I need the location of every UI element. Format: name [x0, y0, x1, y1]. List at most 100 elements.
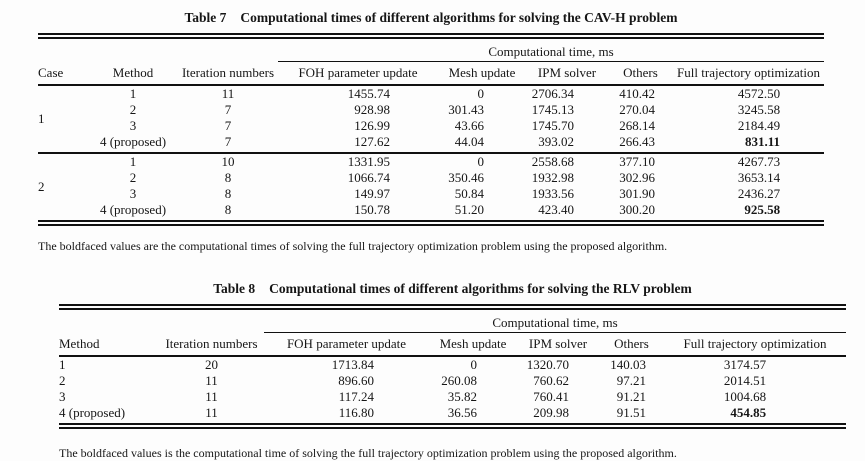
cell-others: 91.21: [616, 389, 646, 404]
cell-ipm: 2558.68: [531, 154, 574, 169]
cell-full: 3174.57: [723, 357, 767, 372]
cell-method: 2: [129, 102, 137, 117]
table7-section: Table 7 Computational times of different …: [38, 10, 825, 254]
cell-iterations: 7: [224, 118, 232, 133]
table-row: 2 11 896.60 260.08 760.62 97.21 2014.51: [59, 373, 846, 389]
table-row: 2 1 10 1331.95 0 2558.68 377.10 4267.73: [38, 153, 824, 194]
cell-full: 454.85: [730, 405, 767, 420]
column-header: Full trajectory optimization: [673, 61, 825, 86]
case-cell: 1: [38, 111, 45, 126]
cell-foh: 150.78: [354, 202, 390, 217]
cell-foh: 127.62: [354, 134, 390, 149]
cell-iterations: 7: [224, 134, 232, 149]
cell-iterations: 7: [224, 102, 232, 117]
column-header-row: Case Method Iteration numbers FOH parameter…: [38, 61, 825, 86]
cell-foh: 1331.95: [347, 154, 390, 169]
cell-full: 1004.68: [723, 389, 767, 404]
cell-mesh: 51.20: [454, 202, 484, 217]
cell-iterations: 20: [205, 357, 218, 372]
cell-foh: 1713.84: [331, 357, 374, 372]
case-group: 1 1 11 1455.74 0 2706.34 410.42 4572.50 2 7 928.98…: [38, 85, 825, 153]
cell-foh: 117.24: [338, 389, 374, 404]
cell-ipm: 760.62: [533, 373, 569, 388]
cell-ipm: 1933.56: [531, 186, 574, 201]
column-header-row: Method Iteration numbers FOH parameter upd…: [59, 332, 847, 357]
cell-full: 925.58: [744, 202, 781, 217]
column-header: FOH parameter update: [278, 61, 438, 86]
cell-iterations: 8: [224, 170, 232, 185]
table-row: 4 (proposed) 7 127.62 44.04 393.02 266.43 831.…: [38, 134, 824, 153]
cell-others: 140.03: [610, 357, 646, 372]
cell-full: 3245.58: [737, 102, 781, 117]
cell-method: 3: [59, 389, 66, 404]
column-header: Full trajectory optimization: [664, 332, 847, 357]
cell-mesh: 260.08: [441, 373, 477, 388]
cell-mesh: 36.56: [447, 405, 477, 420]
table8-title: Computational times of different algorit…: [269, 281, 692, 296]
table-row: 1 20 1713.84 0 1320.70 140.03 3174.57: [59, 356, 846, 373]
cell-iterations: 8: [224, 202, 232, 217]
cell-method: 4 (proposed): [59, 405, 126, 420]
cell-others: 302.96: [619, 170, 655, 185]
column-header: Others: [599, 332, 664, 357]
table8-footnote: The boldfaced values is the computationa…: [59, 446, 677, 460]
cell-others: 410.42: [619, 86, 655, 101]
table8-top-rule: [59, 304, 846, 310]
table7-label: Table 7: [184, 10, 227, 25]
cell-ipm: 1745.13: [531, 102, 574, 117]
column-header: FOH parameter update: [264, 332, 429, 357]
cell-iterations: 10: [221, 154, 235, 169]
table-row: 4 (proposed) 8 150.78 51.20 423.40 300.20 925.…: [38, 202, 824, 220]
cell-mesh: 35.82: [447, 389, 477, 404]
table8-bottom-rule: [59, 423, 846, 429]
cell-iterations: 11: [205, 389, 218, 404]
cell-full: 4267.73: [737, 154, 781, 169]
table-row: 3 7 126.99 43.66 1745.70 268.14 2184.49: [38, 118, 824, 134]
table7: Computational time, ms Case Method Iteratio…: [38, 39, 825, 220]
table7-caption: Table 7 Computational times of different …: [38, 10, 824, 26]
cell-ipm: 1745.70: [531, 118, 574, 133]
cell-method: 4 (proposed): [99, 134, 167, 149]
cell-ipm: 1932.98: [531, 170, 574, 185]
case-cell: 2: [38, 179, 45, 194]
table-row: 3 8 149.97 50.84 1933.56 301.90 2436.27: [38, 186, 824, 202]
cell-others: 270.04: [619, 102, 655, 117]
table7-title: Computational times of different algorit…: [240, 10, 678, 25]
cell-others: 97.21: [616, 373, 646, 388]
cell-method: 2: [59, 373, 66, 388]
cell-full: 2184.49: [737, 118, 781, 133]
cell-foh: 149.97: [354, 186, 390, 201]
table7-bottom-rule: [38, 220, 824, 226]
cell-mesh: 0: [477, 154, 485, 169]
table8-section: Table 8 Computational times of different …: [59, 281, 847, 461]
cell-mesh: 301.43: [448, 102, 484, 117]
column-header: Method: [88, 61, 178, 86]
span-header-row: Computational time, ms: [38, 39, 825, 62]
table8-caption: Table 8 Computational times of different …: [59, 281, 846, 297]
table7-top-rule: [38, 33, 824, 39]
column-header: Iteration numbers: [178, 61, 278, 86]
cell-method: 3: [129, 118, 137, 133]
cell-foh: 1455.74: [347, 86, 390, 101]
column-header: IPM solver: [517, 332, 599, 357]
cell-method: 4 (proposed): [99, 202, 167, 217]
table8-label: Table 8: [213, 281, 256, 296]
cell-method: 2: [129, 170, 137, 185]
cell-ipm: 423.40: [538, 202, 574, 217]
span-header-row: Computational time, ms: [59, 310, 847, 333]
cell-mesh: 0: [477, 86, 485, 101]
cell-others: 377.10: [619, 154, 655, 169]
column-header: IPM solver: [526, 61, 608, 86]
cell-method: 1: [129, 86, 137, 101]
cell-others: 301.90: [619, 186, 655, 201]
span-pad: [38, 39, 278, 62]
cell-full: 2436.27: [737, 186, 781, 201]
column-header: Mesh update: [429, 332, 517, 357]
cell-ipm: 209.98: [533, 405, 569, 420]
table7-footnote: The boldfaced values are the computation…: [38, 239, 668, 253]
cell-method: 1: [59, 357, 66, 372]
cell-others: 266.43: [619, 134, 655, 149]
method-rows: 1 20 1713.84 0 1320.70 140.03 3174.57 2 11 896.60…: [59, 356, 846, 423]
cell-full: 831.11: [745, 134, 781, 149]
computational-time-span-header: Computational time, ms: [264, 310, 847, 333]
